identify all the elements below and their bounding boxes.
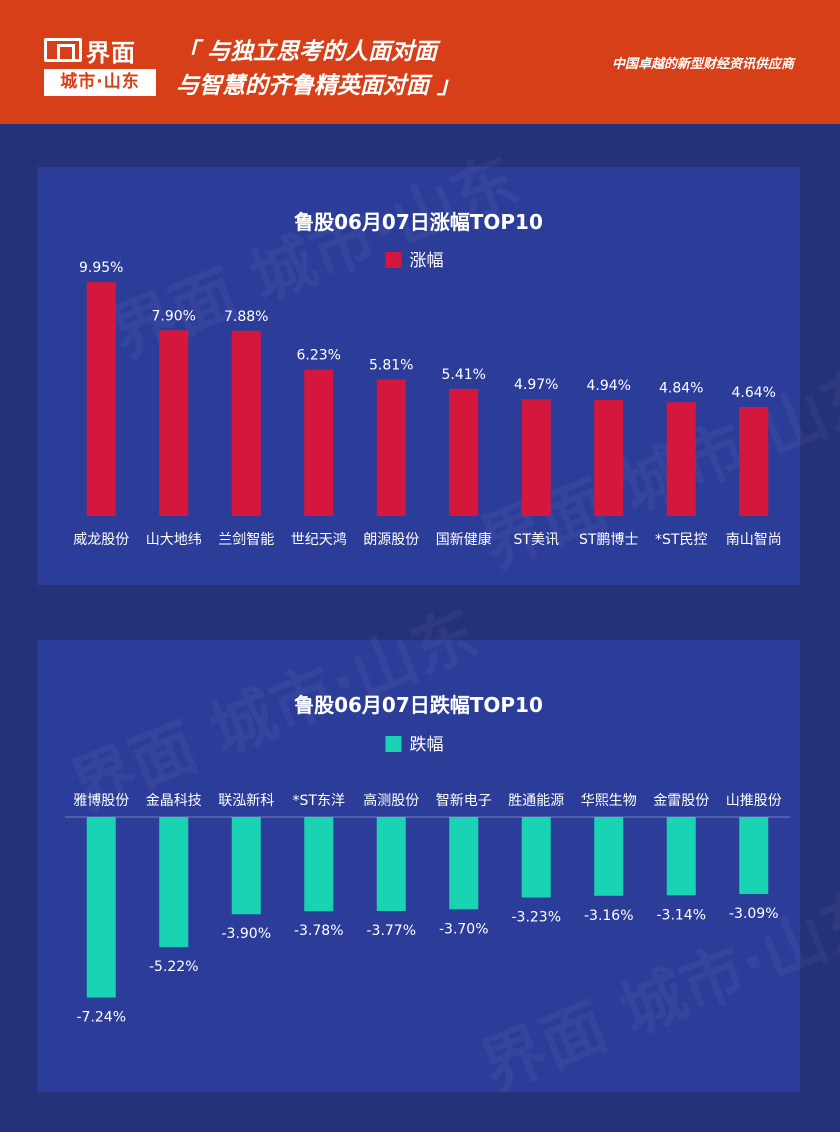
data-label: 4.64% [732,385,776,401]
logo-mark-icon [44,38,82,62]
category-label: 国新健康 [436,531,492,548]
category-label: 金雷股份 [653,793,709,809]
category-label: 朗源股份 [363,532,419,548]
fall-chart-panel: 界面 城市·山东 界面 城市·山东 鲁股06月07日跌幅TOP10跌幅-7.24… [37,597,840,1107]
data-label: -3.23% [511,910,561,926]
data-label: 5.41% [442,367,486,383]
category-label: 山大地纬 [146,532,202,548]
rise-chart-panel: 界面 城市·山东 界面 城市·山东 鲁股06月07日涨幅TOP10涨幅9.95%… [37,144,840,585]
legend-swatch [385,736,402,752]
bar [666,402,696,516]
bar [231,330,261,516]
category-label: 智新电子 [436,793,492,809]
category-label: 华熙生物 [581,793,637,809]
slogan-line1: 「 与独立思考的人面对面 [176,39,438,65]
category-label: 胜通能源 [508,793,564,809]
tagline: 中国卓越的新型财经资讯供应商 [611,57,794,72]
data-label: 4.84% [659,380,703,396]
category-label: 兰剑智能 [218,532,274,548]
bar [521,399,551,516]
category-label: 雅博股份 [73,792,129,809]
bar [376,817,406,911]
category-label: 威龙股份 [73,532,129,548]
bar [86,817,116,998]
category-label: ST鹏博士 [579,531,638,548]
header-banner: 界面 城市·山东 「 与独立思考的人面对面 与智慧的齐鲁精英面对面 」 中国卓越… [0,0,840,124]
data-label: 4.94% [587,378,631,394]
data-label: -3.77% [366,923,416,939]
bar [739,817,769,895]
category-label: 山推股份 [726,793,782,809]
chart-title: 鲁股06月07日涨幅TOP10 [294,210,543,234]
bar [376,379,406,516]
category-label: *ST民控 [655,532,707,548]
bar [666,817,696,896]
bar [594,817,624,896]
logo: 界面 城市·山东 [44,34,156,98]
fall-chart: 鲁股06月07日跌幅TOP10 跌幅 -7.24% 雅博股份 -5.22% 金晶科技 -3.… [65,693,790,1026]
bar [304,369,334,516]
category-label: 南山智尚 [726,532,782,548]
legend-label: 跌幅 [410,735,444,755]
data-label: 4.97% [514,377,558,393]
bar [449,388,479,516]
data-label: 6.23% [297,348,341,364]
slogan-line2: 与智慧的齐鲁精英面对面 」 [176,73,461,99]
data-label: -3.70% [439,921,489,937]
category-label: 金晶科技 [146,793,202,809]
bar [159,330,189,516]
data-label: 5.81% [369,357,413,373]
bar [739,406,769,516]
category-label: 世纪天鸿 [291,531,347,548]
data-label: -5.22% [149,959,199,975]
logo-name: 界面 [86,38,136,67]
data-label: 7.88% [224,309,268,325]
data-label: -7.24% [76,1010,126,1026]
category-label: 高测股份 [363,792,419,809]
bar [594,399,624,516]
bar [521,817,551,898]
bar [304,817,334,912]
legend-label: 涨幅 [410,251,444,271]
data-label: -3.16% [584,908,634,924]
category-label: 联泓新科 [218,793,274,809]
data-label: -3.78% [294,923,344,939]
logo-sub: 城市·山东 [44,69,156,96]
rise-chart: 鲁股06月07日涨幅TOP10 涨幅 9.95% 威龙股份 7.90% 山大地纬 7.88%… [73,210,782,548]
bar [449,817,479,910]
bar [159,817,189,948]
bar [86,282,116,516]
data-label: -3.90% [221,926,271,942]
legend-swatch [385,252,402,268]
bar [231,817,261,915]
category-label: ST美讯 [514,532,559,548]
data-label: -3.14% [656,907,706,923]
data-label: 9.95% [79,260,123,276]
category-label: *ST东洋 [293,793,345,809]
chart-title: 鲁股06月07日跌幅TOP10 [294,693,543,717]
data-label: -3.09% [729,906,779,922]
data-label: 7.90% [152,308,196,324]
